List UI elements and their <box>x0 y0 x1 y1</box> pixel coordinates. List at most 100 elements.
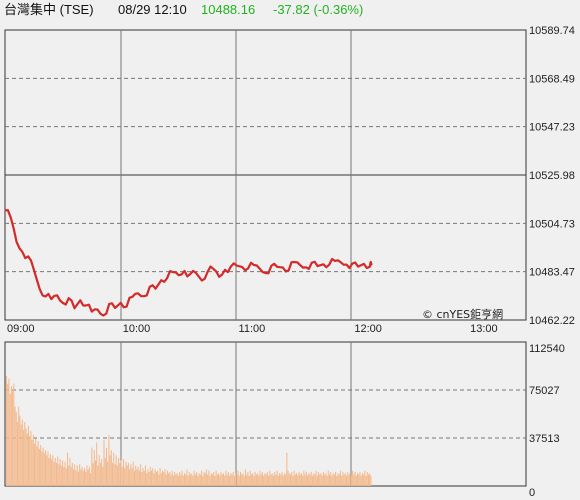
volume-bar <box>108 434 110 486</box>
volume-bar <box>99 462 101 486</box>
volume-bar <box>360 475 362 486</box>
price-y-tick-label: 10525.98 <box>529 170 575 182</box>
volume-bar <box>353 474 355 486</box>
volume-bar <box>357 473 359 486</box>
volume-bar <box>126 465 128 486</box>
volume-bar <box>181 470 183 486</box>
volume-bar <box>252 473 254 486</box>
volume-bar <box>232 471 234 486</box>
price-point <box>351 263 353 265</box>
price-point <box>369 266 371 268</box>
price-y-tick-label: 10483.47 <box>529 267 575 279</box>
price-point <box>39 288 41 290</box>
price-point <box>27 255 29 257</box>
volume-bar <box>269 470 271 486</box>
price-point <box>143 295 145 297</box>
price-point <box>160 279 162 281</box>
volume-bar <box>354 471 356 486</box>
price-point <box>264 272 267 274</box>
volume-bar <box>355 475 357 486</box>
price-point <box>259 268 261 270</box>
volume-bar <box>158 474 160 486</box>
volume-bar <box>166 470 168 486</box>
volume-bar <box>270 474 272 486</box>
volume-y-tick-label: 0 <box>529 487 535 499</box>
volume-bar <box>25 428 27 486</box>
volume-bar <box>129 469 131 486</box>
volume-bar <box>155 471 157 486</box>
price-point <box>108 303 110 305</box>
volume-bar <box>311 475 313 486</box>
volume-bar <box>144 465 146 486</box>
volume-bar <box>335 471 337 486</box>
volume-bar <box>315 470 317 486</box>
volume-bar <box>253 475 255 486</box>
volume-bar <box>45 450 47 486</box>
price-point <box>149 286 151 288</box>
volume-bar <box>213 471 215 486</box>
volume-bar <box>188 471 190 486</box>
volume-bar <box>70 466 72 486</box>
volume-bar <box>36 446 38 486</box>
volume-bar <box>226 474 228 486</box>
price-point <box>253 264 255 266</box>
price-point <box>270 265 272 267</box>
volume-bar <box>48 457 50 486</box>
volume-bar <box>339 470 341 486</box>
volume-bar <box>118 457 120 486</box>
price-point <box>33 269 35 271</box>
price-point <box>79 299 81 301</box>
price-point <box>195 272 197 274</box>
volume-bar <box>331 475 333 486</box>
price-point <box>247 267 249 269</box>
time-tick-label: 10:00 <box>123 323 151 335</box>
volume-bar <box>318 471 320 486</box>
volume-bar <box>342 471 344 486</box>
volume-bar <box>198 473 200 486</box>
volume-bar <box>186 469 188 486</box>
price-point <box>126 306 128 308</box>
volume-bar <box>367 474 370 486</box>
volume-bar <box>97 465 99 486</box>
volume-bar <box>159 468 161 486</box>
price-point <box>73 307 76 309</box>
volume-bar <box>136 469 138 486</box>
price-point <box>224 269 226 271</box>
volume-bar <box>96 442 98 486</box>
volume-bar <box>82 470 84 486</box>
price-point <box>311 262 313 264</box>
volume-bar <box>75 470 77 486</box>
volume-bar <box>244 469 246 486</box>
volume-bar <box>168 473 170 486</box>
volume-bar <box>16 422 19 486</box>
volume-bar <box>288 473 290 486</box>
volume-y-tick-label: 112540 <box>529 343 565 355</box>
volume-bar <box>20 424 22 486</box>
volume-bar <box>321 475 323 486</box>
volume-bar <box>348 474 350 486</box>
volume-bar <box>230 473 232 486</box>
volume-plot-frame <box>4 341 527 487</box>
price-point <box>166 277 168 279</box>
volume-bar <box>124 468 126 486</box>
volume-bar <box>80 469 82 486</box>
price-point <box>114 307 116 309</box>
volume-bar <box>41 451 43 486</box>
volume-bar <box>137 466 139 486</box>
quote-datetime: 08/29 12:10 <box>118 2 187 17</box>
price-change: -37.82 (-0.36%) <box>273 2 364 17</box>
volume-bar <box>125 461 127 486</box>
volume-bar <box>246 474 248 486</box>
volume-bar <box>310 471 312 486</box>
price-y-tick-label: 10504.73 <box>529 218 575 230</box>
volume-bar <box>113 452 115 486</box>
time-tick-label: 09:00 <box>7 323 35 335</box>
price-point <box>317 265 319 267</box>
volume-bar <box>205 469 207 486</box>
volume-bar <box>194 474 196 486</box>
volume-bar <box>46 455 48 486</box>
price-point <box>4 209 6 211</box>
volume-bar <box>179 471 181 486</box>
volume-bar <box>146 473 148 486</box>
volume-bar <box>132 461 134 486</box>
